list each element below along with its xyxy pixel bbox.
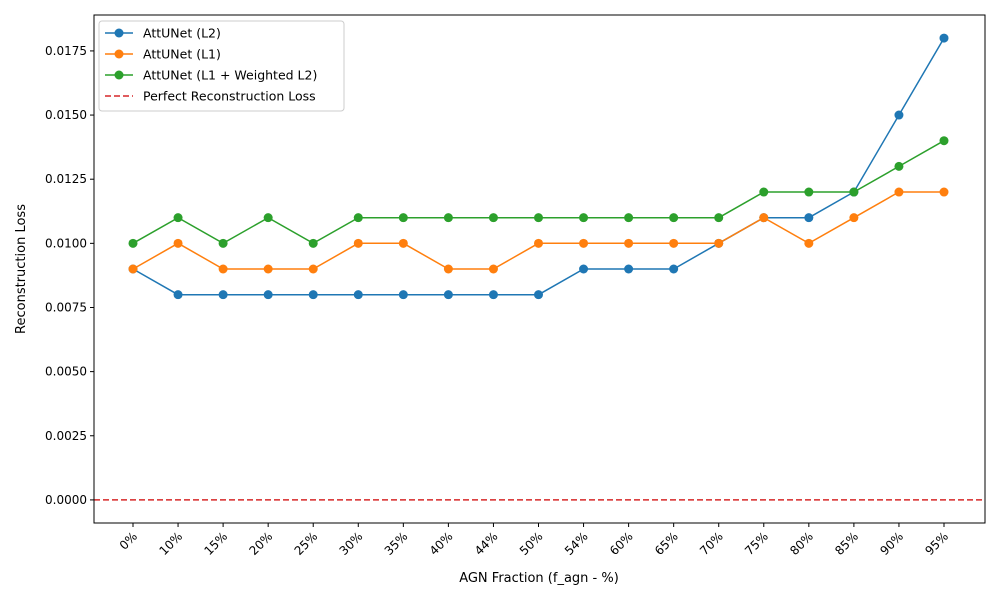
data-point bbox=[804, 187, 814, 197]
y-tick-label: 0.0125 bbox=[45, 172, 87, 186]
axes-frame bbox=[93, 14, 986, 524]
data-point bbox=[849, 187, 859, 197]
data-point bbox=[804, 213, 814, 223]
data-point bbox=[624, 213, 634, 223]
data-point bbox=[128, 264, 138, 274]
data-point bbox=[398, 238, 408, 248]
data-point bbox=[534, 290, 543, 300]
x-tick-label: 65% bbox=[652, 529, 681, 558]
x-tick-label: 0% bbox=[117, 529, 140, 552]
data-point bbox=[488, 290, 498, 300]
legend-label: AttUNet (L1) bbox=[143, 47, 221, 62]
y-tick-label: 0.0075 bbox=[45, 300, 87, 314]
data-point bbox=[218, 238, 228, 248]
data-point bbox=[488, 264, 498, 274]
x-tick-label: 35% bbox=[382, 529, 411, 558]
data-point bbox=[308, 264, 318, 274]
x-tick-label: 25% bbox=[292, 529, 321, 558]
x-tick-label: 50% bbox=[517, 529, 546, 558]
data-point bbox=[308, 238, 318, 248]
data-point bbox=[173, 238, 183, 248]
legend-marker bbox=[114, 70, 124, 80]
x-tick-label: 20% bbox=[247, 529, 276, 558]
x-tick-label: 85% bbox=[832, 529, 861, 558]
x-axis-label: AGN Fraction (f_agn - %) bbox=[459, 571, 619, 586]
data-point bbox=[353, 238, 363, 248]
data-point bbox=[128, 238, 138, 248]
x-tick-label: 54% bbox=[562, 529, 591, 558]
series-line-3 bbox=[132, 140, 945, 245]
x-tick-label: 95% bbox=[922, 529, 951, 558]
x-tick-label: 40% bbox=[427, 529, 456, 558]
data-point bbox=[443, 290, 453, 300]
y-tick-label: 0.0000 bbox=[45, 493, 87, 507]
data-point bbox=[443, 264, 453, 274]
data-point bbox=[939, 136, 949, 146]
y-tick-label: 0.0150 bbox=[45, 108, 87, 122]
x-tick-label: 30% bbox=[337, 529, 366, 558]
y-tick-label: 0.0100 bbox=[45, 236, 87, 250]
data-point bbox=[173, 213, 183, 223]
data-point bbox=[353, 213, 363, 223]
data-point bbox=[353, 290, 363, 300]
legend-marker bbox=[114, 28, 124, 38]
legend: AttUNet (L2) AttUNet (L1) AttUNet (L1 + We… bbox=[98, 20, 345, 112]
legend-label: AttUNet (L2) bbox=[143, 26, 221, 41]
data-point bbox=[939, 33, 949, 43]
data-point bbox=[218, 290, 228, 300]
data-point bbox=[263, 290, 273, 300]
x-tick-label: 75% bbox=[742, 529, 771, 558]
legend-marker bbox=[114, 49, 124, 59]
data-point bbox=[308, 290, 318, 300]
data-point bbox=[263, 264, 273, 274]
data-point bbox=[759, 187, 769, 197]
plot-area bbox=[94, 33, 985, 501]
data-point bbox=[218, 264, 228, 274]
data-point bbox=[714, 213, 724, 223]
data-point bbox=[263, 213, 273, 223]
data-point bbox=[894, 187, 904, 197]
data-point bbox=[173, 290, 183, 300]
x-tick-label: 44% bbox=[472, 529, 501, 558]
data-point bbox=[579, 213, 589, 223]
data-point bbox=[579, 238, 589, 248]
data-point bbox=[894, 110, 904, 120]
data-point bbox=[534, 238, 543, 248]
y-tick-label: 0.0175 bbox=[45, 44, 87, 58]
x-tick-label: 80% bbox=[787, 529, 816, 558]
x-tick-label: 10% bbox=[156, 529, 185, 558]
y-axis-label: Reconstruction Loss bbox=[14, 204, 29, 334]
y-axis-ticks: 0.0000 0.0025 0.0050 0.0075 0.0100 0.0125 0.01… bbox=[45, 44, 94, 507]
y-tick-label: 0.0050 bbox=[45, 365, 87, 379]
x-axis-ticks: 0% 10% 15% 20% 25% 30% 35% 40% 44% 50% 54% 60% 65% 70… bbox=[117, 523, 951, 558]
legend-label: Perfect Reconstruction Loss bbox=[143, 89, 316, 104]
data-point bbox=[894, 161, 904, 171]
data-point bbox=[849, 213, 859, 223]
series-line-2 bbox=[132, 191, 944, 270]
x-tick-label: 15% bbox=[201, 529, 230, 558]
data-point bbox=[669, 264, 679, 274]
data-point bbox=[759, 213, 769, 223]
data-point bbox=[624, 238, 634, 248]
data-point bbox=[624, 264, 634, 274]
data-point bbox=[488, 213, 498, 223]
legend-box bbox=[98, 20, 345, 112]
data-point bbox=[579, 264, 589, 274]
data-point bbox=[669, 238, 679, 248]
data-point bbox=[398, 290, 408, 300]
data-point bbox=[714, 238, 724, 248]
x-tick-label: 90% bbox=[877, 529, 906, 558]
data-point bbox=[669, 213, 679, 223]
legend-label: AttUNet (L1 + Weighted L2) bbox=[143, 68, 317, 83]
data-point bbox=[443, 213, 453, 223]
x-tick-label: 60% bbox=[607, 529, 636, 558]
data-point bbox=[939, 187, 949, 197]
y-tick-label: 0.0025 bbox=[45, 429, 87, 443]
x-tick-label: 70% bbox=[697, 529, 726, 558]
data-point bbox=[398, 213, 408, 223]
data-point bbox=[804, 238, 814, 248]
data-point bbox=[534, 213, 543, 223]
